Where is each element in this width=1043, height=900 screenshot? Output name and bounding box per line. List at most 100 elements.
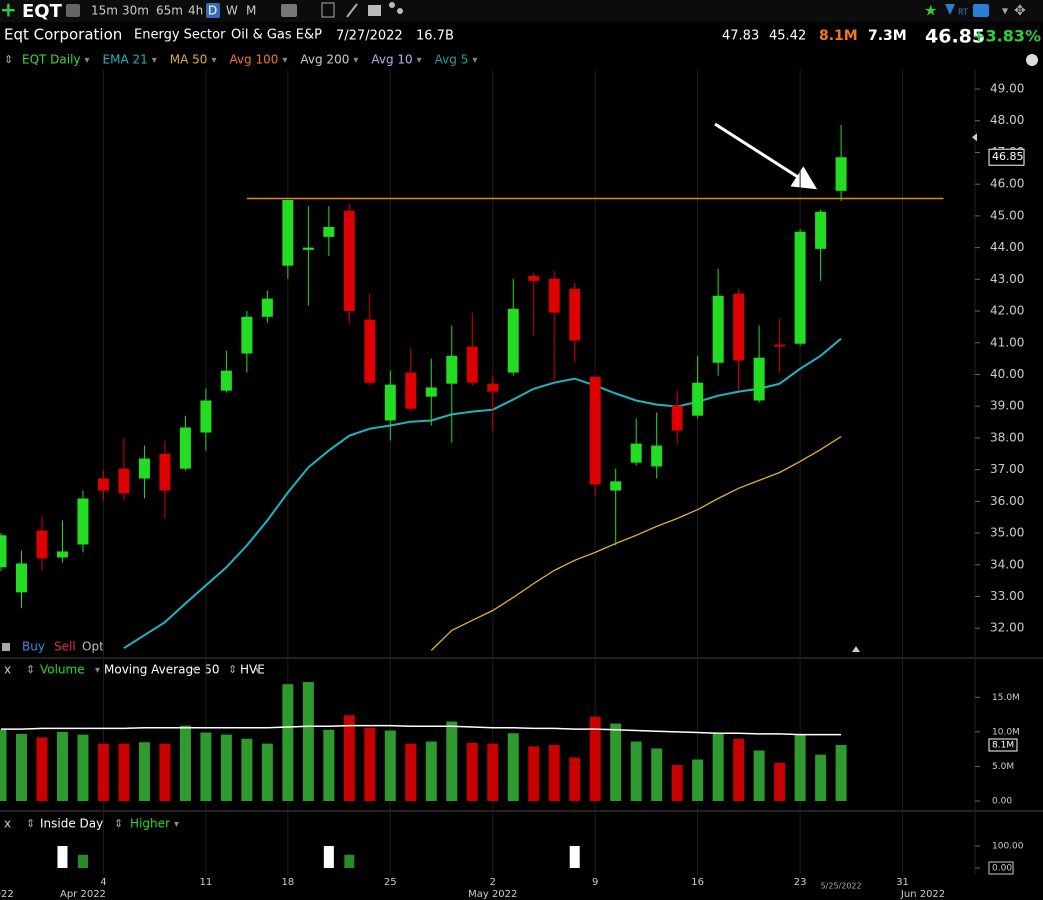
panel-menu[interactable]: ▾ [255, 665, 260, 676]
legend-menu[interactable]: ▾ [353, 55, 358, 66]
volume-bar [733, 738, 745, 801]
legend-menu[interactable]: ▾ [152, 55, 157, 66]
x-tick-label: 11 [200, 877, 213, 888]
trade-button[interactable]: Opt [82, 640, 104, 654]
star-icon[interactable]: ★ [924, 2, 937, 20]
legend-entry[interactable]: Avg 5 [435, 53, 469, 67]
candle-body [548, 278, 560, 313]
panel-handle[interactable]: ⇕ [114, 817, 123, 830]
legend-entry[interactable]: MA 50 [170, 53, 208, 67]
collapse-icon[interactable] [852, 646, 860, 652]
legend-menu[interactable]: ▾ [211, 55, 216, 66]
legend-entry[interactable]: Avg 200 [300, 53, 349, 67]
candle-body [487, 383, 499, 392]
y-tick-label: 35.00 [990, 526, 1024, 540]
legend-entry[interactable]: Avg 10 [371, 53, 412, 67]
panel-title[interactable]: Inside Day [40, 817, 103, 831]
palette-icon[interactable] [1026, 54, 1038, 66]
panel-handle[interactable]: ⇕ [26, 817, 35, 830]
close-panel[interactable]: x [4, 817, 11, 831]
panel-title[interactable]: Higher [130, 817, 170, 831]
candle-body [0, 535, 7, 568]
trade-button[interactable]: Buy [22, 640, 45, 654]
volume-bar [241, 738, 253, 801]
candle-body [159, 453, 171, 491]
panel-title[interactable]: Moving Average 50 [104, 663, 220, 677]
panel-title[interactable]: Volume [40, 663, 85, 677]
candle-body [610, 481, 622, 491]
s-icon[interactable] [973, 4, 989, 17]
table-icon[interactable] [321, 2, 335, 18]
trade-icon[interactable] [2, 643, 10, 651]
industry[interactable]: Oil & Gas E&P [231, 28, 322, 43]
legend-menu[interactable]: ▾ [417, 55, 422, 66]
volume-bar [835, 744, 847, 801]
panel-menu[interactable]: ▾ [95, 665, 100, 676]
volume-bar [323, 729, 335, 801]
y-tick-label: 41.00 [990, 335, 1024, 349]
candle-body [528, 275, 540, 281]
share-icon[interactable] [389, 2, 395, 8]
menu-icon[interactable]: ▾ [1002, 4, 1008, 18]
panel-menu[interactable]: ▾ [174, 819, 179, 830]
y-tick-label: 40.00 [990, 367, 1024, 381]
chart-type-icon[interactable] [281, 4, 297, 17]
close-panel[interactable]: x [4, 663, 11, 677]
timeframe[interactable]: M [246, 4, 256, 18]
volume-bar [753, 750, 765, 801]
candle-body [794, 231, 806, 344]
legend-entry[interactable]: EQT Daily [22, 53, 81, 67]
volume-bar [712, 733, 724, 801]
symbol-menu-icon[interactable] [66, 4, 80, 17]
volume-bar [282, 684, 294, 801]
timeframe[interactable]: D [208, 4, 217, 18]
candle-body [118, 468, 130, 494]
indicator-bar [569, 845, 580, 868]
panel-handle[interactable]: ⇕ [228, 663, 237, 676]
candle-body [835, 157, 847, 191]
legend-entry[interactable]: Avg 100 [229, 53, 278, 67]
panel-handle[interactable]: ⇕ [26, 663, 35, 676]
timeframe[interactable]: 4h [188, 4, 203, 18]
symbol[interactable]: EQT [22, 1, 63, 22]
legend-entry[interactable]: EMA 21 [103, 53, 148, 67]
candle-body [56, 551, 68, 558]
share-icon [397, 8, 403, 14]
trade-button[interactable]: Sell [54, 640, 76, 654]
timeframe[interactable]: W [226, 4, 238, 18]
x-tick-label: 31 [896, 877, 909, 888]
move-icon[interactable]: ✥ [1014, 3, 1026, 19]
y-tick-label: 34.00 [990, 557, 1024, 571]
panel-title[interactable]: HVE [240, 663, 265, 677]
price-plot [0, 124, 944, 651]
sector[interactable]: Energy Sector [134, 28, 226, 43]
change-percent: +3.83% [972, 27, 1041, 46]
legend-menu[interactable]: ▾ [282, 55, 287, 66]
add-icon[interactable]: + [0, 0, 17, 22]
candle-body [241, 316, 253, 354]
legend-menu[interactable]: ▾ [472, 55, 477, 66]
tag-icon[interactable] [368, 5, 381, 16]
x-tick-label: 18 [281, 877, 294, 888]
timeframe[interactable]: 65m [156, 4, 183, 18]
y-tick-label: 5.0M [992, 762, 1014, 772]
y-tick-label: 46.00 [990, 177, 1024, 191]
alert-icon[interactable] [945, 4, 955, 15]
x-tick-label: 9 [592, 877, 598, 888]
y-tick-label: 39.00 [990, 399, 1024, 413]
last-price-pointer [972, 133, 977, 142]
timeframe[interactable]: 15m [91, 4, 118, 18]
draw-icon[interactable] [346, 3, 358, 18]
candle-body [712, 295, 724, 363]
legend-handle[interactable]: ⇕ [4, 53, 13, 66]
panel-menu[interactable]: ▾ [192, 665, 197, 676]
candle-body [15, 563, 27, 593]
timeframe[interactable]: 30m [122, 4, 149, 18]
moving-average-line [123, 337, 842, 650]
report-date: 7/27/2022 [336, 29, 403, 44]
legend-menu[interactable]: ▾ [85, 55, 90, 66]
candle-body [425, 387, 437, 397]
y-tick-label: 33.00 [990, 589, 1024, 603]
